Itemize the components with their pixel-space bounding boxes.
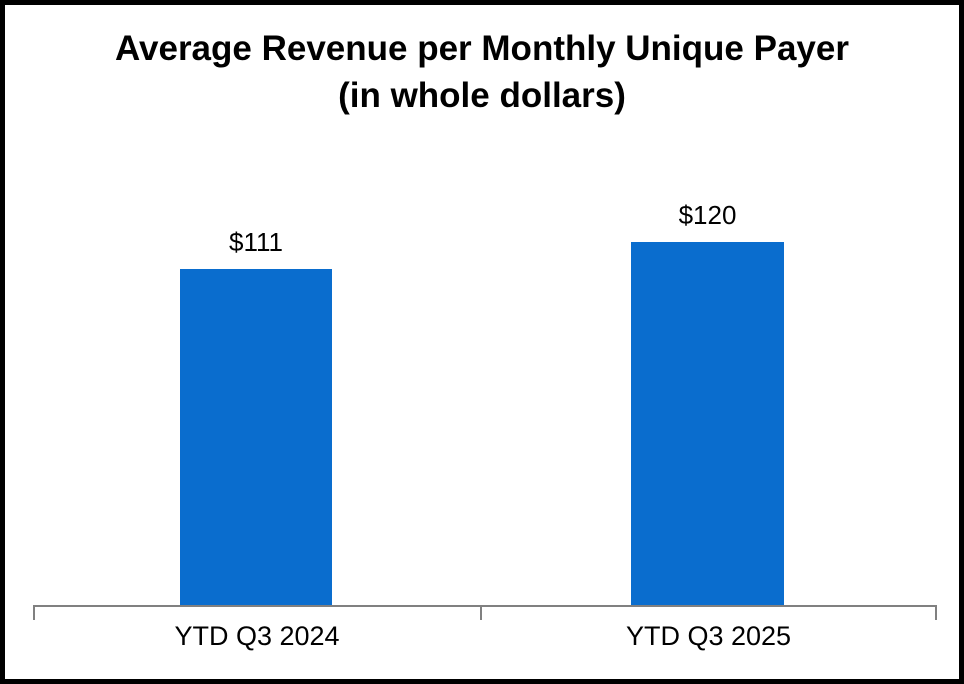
bar-group-ytd-q3-2025: $120 [631,200,784,606]
plot-area: $111 $120 YTD Q3 2024 YTD Q3 2025 [5,5,959,679]
x-axis-tick-middle [480,605,482,620]
x-axis-tick-left [33,605,35,620]
x-axis-line [33,605,937,607]
x-axis-label-2025: YTD Q3 2025 [625,621,792,651]
bar-ytd-q3-2025 [631,242,784,606]
bar-ytd-q3-2024 [180,269,332,606]
chart-title-line1: Average Revenue per Monthly Unique Payer [115,29,849,68]
x-axis-label-2024: YTD Q3 2024 [174,621,340,651]
chart-title: Average Revenue per Monthly Unique Payer… [5,25,959,119]
data-label-2024: $111 [229,227,283,257]
bar-group-ytd-q3-2024: $111 [180,227,332,606]
x-axis-tick-right [935,605,937,620]
chart-title-line2: (in whole dollars) [338,76,626,115]
data-label-2025: $120 [678,200,737,230]
